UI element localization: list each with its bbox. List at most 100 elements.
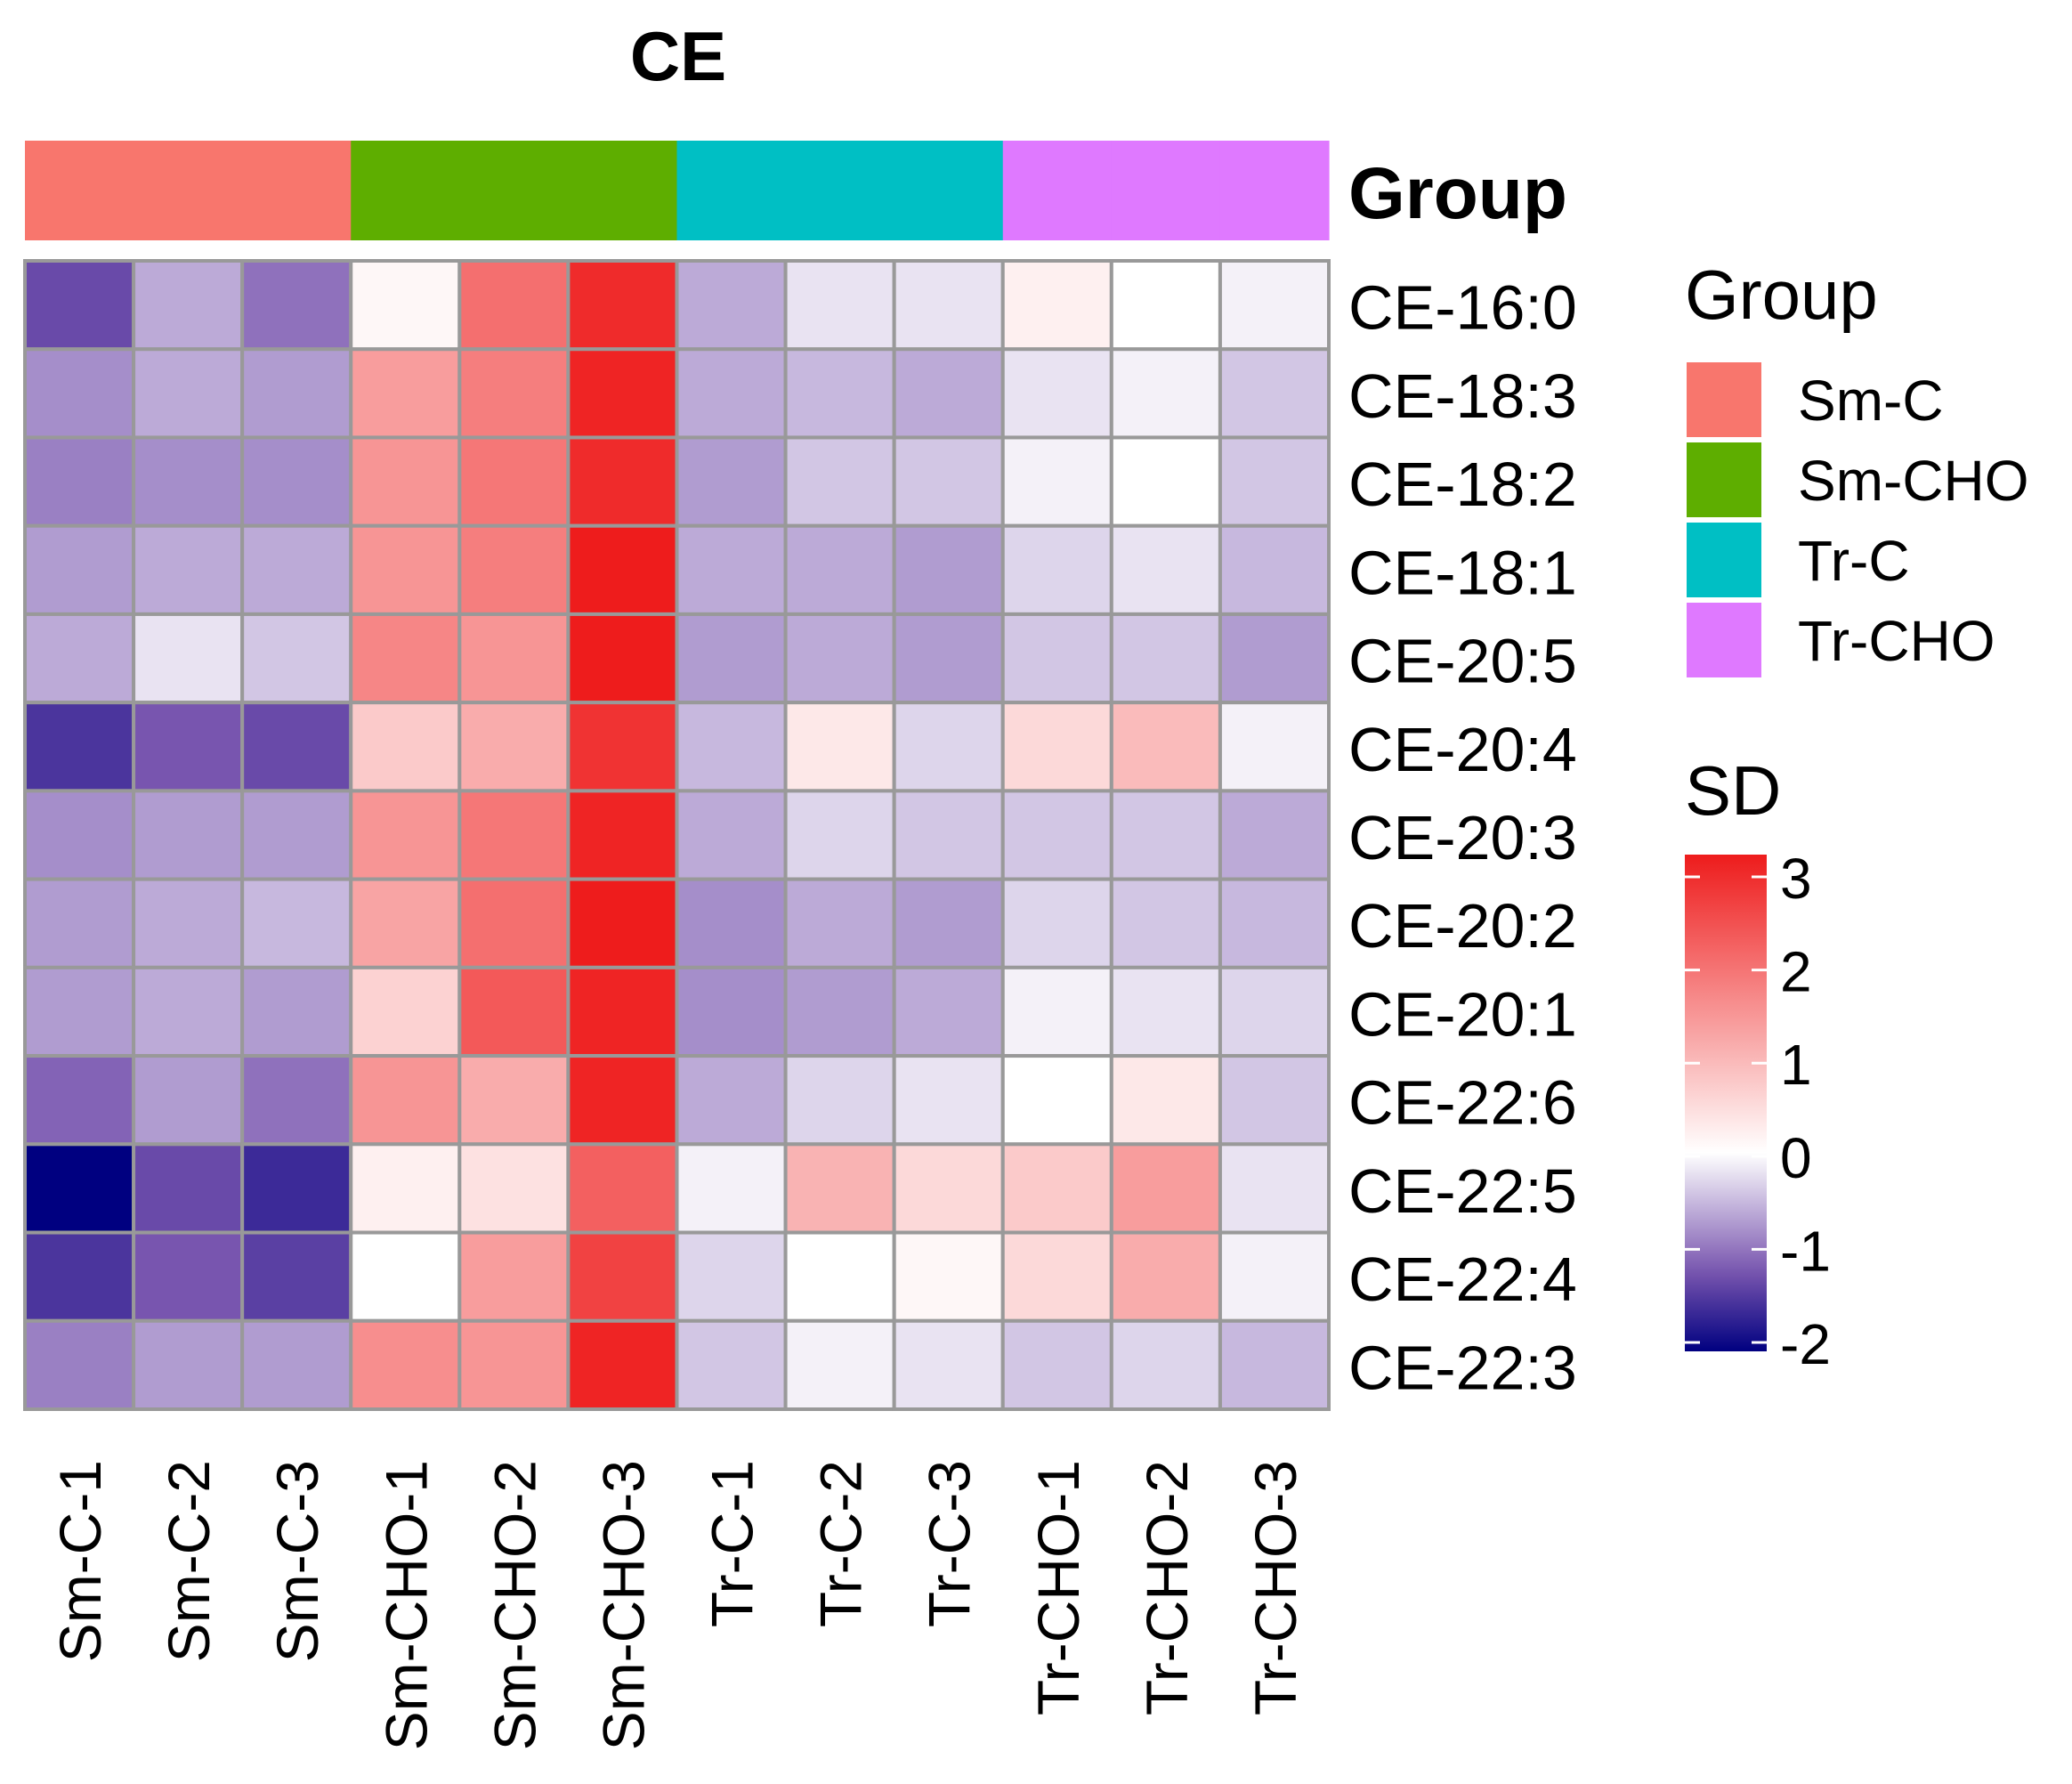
heatmap-cell xyxy=(132,347,245,440)
heatmap-cell xyxy=(675,965,788,1058)
heatmap-cell xyxy=(240,523,353,616)
heatmap-cell xyxy=(132,1230,245,1323)
heatmap-cell xyxy=(1109,789,1222,881)
heatmap-cell xyxy=(783,1142,896,1235)
heatmap-cell xyxy=(892,347,1005,440)
heatmap-cell xyxy=(783,347,896,440)
heatmap-cell xyxy=(132,701,245,793)
heatmap-cell xyxy=(1000,523,1113,616)
group-legend-swatch xyxy=(1687,362,1761,437)
heatmap-cell xyxy=(892,259,1005,352)
heatmap-cell xyxy=(132,789,245,881)
heatmap-cell xyxy=(240,435,353,528)
sd-colorbar xyxy=(1685,855,1767,1351)
row-label: CE-20:2 xyxy=(1348,891,1577,961)
heatmap-cell xyxy=(349,259,462,352)
heatmap-cell xyxy=(566,1054,679,1147)
heatmap-cell xyxy=(240,1318,353,1412)
heatmap-cell xyxy=(23,965,136,1058)
heatmap-cell xyxy=(1109,701,1222,793)
annotation-cell-sm-c xyxy=(242,141,352,240)
annotation-cell-tr-c xyxy=(894,141,1004,240)
heatmap-cell xyxy=(783,1318,896,1412)
heatmap-cell xyxy=(132,877,245,969)
heatmap-cell xyxy=(566,877,679,969)
heatmap-cell xyxy=(783,523,896,616)
sd-colorbar-ticks: 3 2 1 0 -1 -2 xyxy=(1685,847,1831,1376)
heatmap-cell xyxy=(892,965,1005,1058)
heatmap-cell xyxy=(566,259,679,352)
heatmap-cell xyxy=(675,877,788,969)
heatmap-cell xyxy=(1109,523,1222,616)
heatmap-cell xyxy=(240,877,353,969)
heatmap-cell xyxy=(783,701,896,793)
row-label: CE-22:3 xyxy=(1348,1333,1577,1402)
row-label: CE-20:4 xyxy=(1348,715,1577,784)
heatmap-cell xyxy=(1000,435,1113,528)
heatmap-cell xyxy=(240,965,353,1058)
heatmap-cell xyxy=(457,1318,571,1412)
colorbar-tick-label: 3 xyxy=(1780,847,1812,911)
heatmap-cell xyxy=(349,435,462,528)
heatmap-cell xyxy=(457,347,571,440)
heatmap-cell xyxy=(1218,435,1331,528)
heatmap-cell xyxy=(1000,1142,1113,1235)
column-label: Sm-CHO-2 xyxy=(482,1460,547,1750)
heatmap-cell xyxy=(457,1054,571,1147)
heatmap-cell xyxy=(1218,523,1331,616)
heatmap-cell xyxy=(675,347,788,440)
heatmap-cell xyxy=(566,1230,679,1323)
heatmap-cell xyxy=(892,789,1005,881)
heatmap-cell xyxy=(240,612,353,705)
group-legend-label: Tr-CHO xyxy=(1798,609,1995,673)
heatmap-cell xyxy=(240,347,353,440)
annotation-cell-sm-c xyxy=(134,141,243,240)
heatmap-cell xyxy=(349,347,462,440)
heatmap-cell xyxy=(892,1054,1005,1147)
heatmap-cell xyxy=(349,1142,462,1235)
group-legend-swatch xyxy=(1687,442,1761,517)
annotation-cell-tr-cho xyxy=(1002,141,1113,240)
row-label: CE-20:5 xyxy=(1348,627,1577,696)
heatmap-cell xyxy=(349,1318,462,1412)
annotation-cell-sm-cho xyxy=(459,141,570,240)
heatmap-cell xyxy=(457,789,571,881)
heatmap-cell xyxy=(566,1142,679,1235)
row-label: CE-20:3 xyxy=(1348,803,1577,872)
heatmap-cell xyxy=(566,612,679,705)
column-labels: Sm-C-1 Sm-C-2 Sm-C-3 Sm-CHO-1 Sm-CHO-2 Sm-CHO… xyxy=(47,1460,1308,1750)
heatmap-cell xyxy=(1000,1318,1113,1412)
heatmap-cell xyxy=(566,347,679,440)
heatmap-cell xyxy=(1218,259,1331,352)
heatmap-cell xyxy=(783,612,896,705)
row-labels: CE-16:0 CE-18:3 CE-18:2 CE-18:1 CE-20:5 CE-20… xyxy=(1348,273,1577,1403)
row-label: CE-22:5 xyxy=(1348,1156,1577,1226)
heatmap-cell xyxy=(349,1054,462,1147)
heatmap-cell xyxy=(1218,1142,1331,1235)
group-legend-swatch xyxy=(1687,523,1761,597)
heatmap-cells xyxy=(23,259,1331,1412)
heatmap-cell xyxy=(349,965,462,1058)
heatmap-cell xyxy=(1109,347,1222,440)
column-label: Sm-CHO-1 xyxy=(373,1460,439,1750)
heatmap-cell xyxy=(1109,1142,1222,1235)
group-legend-label: Sm-C xyxy=(1798,369,1944,433)
colorbar-tick-label: 0 xyxy=(1780,1126,1812,1190)
heatmap-cell xyxy=(1218,1230,1331,1323)
sd-legend-title: SD xyxy=(1685,751,1781,830)
heatmap-cell xyxy=(1000,701,1113,793)
heatmap-cell xyxy=(783,789,896,881)
heatmap-cell xyxy=(457,259,571,352)
heatmap-cell xyxy=(675,701,788,793)
heatmap-cell xyxy=(23,789,136,881)
heatmap-cell xyxy=(892,1230,1005,1323)
heatmap-cell xyxy=(566,965,679,1058)
heatmap-cell xyxy=(1218,701,1331,793)
heatmap-cell xyxy=(457,612,571,705)
heatmap-cell xyxy=(783,1054,896,1147)
annotation-cell-sm-c xyxy=(25,141,134,240)
heatmap-cell xyxy=(1000,259,1113,352)
heatmap-cell xyxy=(23,1142,136,1235)
group-legend: Group Sm-C Sm-CHO Tr-C Tr-CHO xyxy=(1685,255,2029,677)
